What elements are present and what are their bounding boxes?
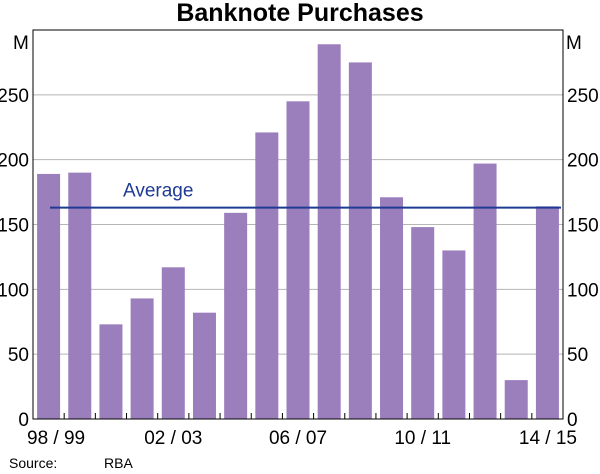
bar-03-04 [192, 312, 216, 419]
x-tick-label: 06 / 07 [269, 428, 327, 449]
y-tick-label-left: 100 [0, 280, 29, 301]
y-tick-label-left: 0 [18, 410, 29, 431]
bar-10-11 [411, 227, 435, 419]
bar-05-06 [255, 132, 279, 420]
bar-00-01 [99, 324, 123, 419]
bar-14-15 [535, 206, 559, 419]
bar-08-09 [348, 62, 372, 420]
left-unit-label: M [13, 33, 29, 54]
bar-09-10 [380, 197, 404, 419]
y-tick-label-left: 150 [0, 216, 29, 237]
x-tick-label: 02 / 03 [144, 428, 202, 449]
y-tick-label-right: 200 [567, 151, 599, 172]
source-label: Source: [9, 455, 57, 471]
y-tick-label-left: 200 [0, 151, 29, 172]
bar-11-12 [442, 250, 466, 419]
y-tick-label-right: 100 [567, 280, 599, 301]
x-tick-label: 10 / 11 [394, 428, 451, 449]
bar-13-14 [504, 380, 528, 419]
source-value: RBA [104, 455, 133, 471]
y-tick-label-right: 0 [567, 410, 578, 431]
bar-12-13 [473, 163, 497, 419]
bar-98-99 [37, 173, 61, 419]
bar-04-05 [224, 212, 248, 419]
bar-07-08 [317, 44, 341, 419]
plot-frame [32, 29, 564, 420]
chart-title: Banknote Purchases [176, 0, 423, 27]
x-tick-label: 98 / 99 [27, 428, 85, 449]
y-tick-label-left: 250 [0, 86, 29, 107]
right-unit-label: M [566, 33, 582, 54]
bar-01-02 [130, 298, 154, 419]
y-tick-labels: 0 0 50 50 100 100 150 150 200 200 250 250 [0, 86, 599, 431]
bar-99-00 [68, 172, 92, 419]
bar-02-03 [161, 267, 185, 419]
y-tick-label-left: 50 [8, 345, 29, 366]
x-tick-labels: 98 / 99 02 / 03 06 / 07 10 / 11 14 / 15 [27, 428, 577, 449]
y-tick-label-right: 250 [567, 86, 599, 107]
y-tick-label-right: 50 [567, 345, 588, 366]
bars [37, 44, 559, 420]
y-tick-label-right: 150 [567, 216, 599, 237]
bar-06-07 [286, 101, 310, 420]
average-line-group: Average [50, 181, 561, 209]
plot-border [32, 29, 564, 420]
average-label: Average [123, 181, 193, 202]
x-tick-label: 14 / 15 [519, 428, 577, 449]
